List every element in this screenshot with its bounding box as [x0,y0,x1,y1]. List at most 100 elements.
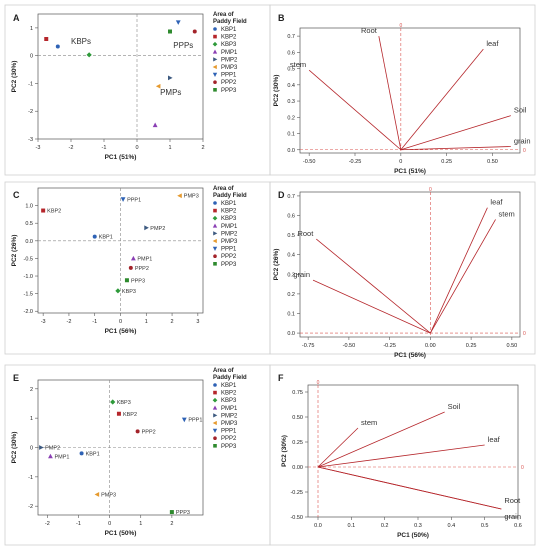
legend-marker [212,405,218,410]
x-tick-label: -2 [69,145,74,151]
x-tick-label: 3 [196,319,199,325]
data-point [92,234,97,239]
vector-label: grain [514,137,531,146]
x-tick-label: 0 [108,521,111,527]
data-point [44,37,49,41]
loading-vector [400,146,511,151]
y-tick-label: 0.5 [287,233,295,239]
group-annotation: KBPs [71,37,91,46]
loading-vector [430,219,496,334]
panel-f: F 0.0 0.1 0.2 0.3 0.4 0.5 0.6 -0.50 -0.25 0.00 0.25… [269,364,536,546]
data-point [41,208,46,213]
y-tick-label: 0.1 [287,311,295,317]
panel-b: B -0.50 -0.25 0 0.25 0.50 0.0 0.1 0.2 0.3 0.4 0.5 0.… [269,4,536,176]
y-tick-label: -2 [28,504,33,510]
legend-entry: PMP2 [221,57,238,63]
legend-entry: PPP3 [221,88,237,94]
point-label: PPP2 [142,429,156,435]
data-point [152,122,158,128]
data-point [175,20,181,25]
legend-entry: PMP1 [221,406,238,412]
legend-entry: PMP3 [221,65,238,71]
point-label: PMP3 [184,194,199,200]
legend-marker [213,444,217,448]
legend-entry: PMP2 [221,231,238,237]
x-axis-label: PC1 (51%) [394,168,426,175]
y-tick-label: 0.1 [287,132,295,138]
y-tick-label: 0.75 [292,390,303,396]
point-label: KBP2 [47,209,61,215]
loading-vector [312,279,431,334]
vector-label: Root [504,496,521,505]
vector-label: leaf [490,198,503,207]
x-tick-label: 1 [139,521,142,527]
x-tick-label: -1 [76,521,81,527]
legend-entry: KBP2 [221,391,237,397]
vector-label: Root [297,229,314,238]
legend-entry: KBP1 [221,383,237,389]
legend-entry: PPP1 [221,247,237,253]
y-tick-label: -0.50 [290,515,303,521]
y-axis-label: PC2 (26%) [11,235,18,267]
x-axis-label: PC1 (50%) [105,530,137,537]
point-label: PPP1 [127,197,141,203]
legend-entry: KBP3 [221,216,237,222]
x-tick-label: 1 [145,319,148,325]
data-point [144,225,149,231]
data-point [128,265,133,270]
x-tick-label: 0.6 [514,523,522,529]
data-point [115,288,121,294]
panel-a: A -3 -2 -1 0 1 2 -3 -2 -1 0 1 PC1 (51%) PC2 (30%) KBPs… [4,4,271,176]
x-tick-label: -0.25 [383,343,396,349]
y-tick-label: 0.7 [287,194,295,200]
legend-entry: PMP2 [221,413,238,419]
legend-marker [213,57,218,62]
legend-entry: KBP1 [221,27,237,33]
legend-entry: PMP1 [221,224,238,230]
vector-label: Soil [514,106,527,115]
data-point [79,451,84,456]
legend-entry: PPP1 [221,429,237,435]
legend-entry: PMP3 [221,239,238,245]
data-point [116,411,121,416]
x-tick-label: 0 [135,145,138,151]
panel-letter: A [13,13,20,23]
data-point [55,44,60,49]
x-tick-label: 0.00 [425,343,436,349]
y-axis-label: PC2 (30%) [11,61,18,93]
point-label: PMP2 [45,446,60,452]
y-tick-label: 0.6 [287,50,295,56]
x-tick-label: -1 [102,145,107,151]
y-axis-label: PC2 (26%) [273,249,280,281]
vector-label: leaf [488,435,501,444]
origin-label-right: 0 [521,465,524,471]
data-point [135,429,140,434]
legend-marker [213,27,217,31]
data-point [48,453,53,459]
x-tick-label: 0.50 [506,343,517,349]
y-tick-label: 0.4 [287,83,295,89]
data-point [94,492,100,497]
point-label: KBP3 [117,400,131,406]
x-tick-label: -2 [66,319,71,325]
point-label: KBP2 [123,412,137,418]
vector-label: stem [499,209,515,218]
vector-label: stem [290,60,306,69]
y-tick-label: 1.0 [25,204,33,210]
legend-entry: PPP1 [221,73,237,79]
legend-marker [213,262,217,266]
legend-marker [212,64,217,70]
data-point [155,83,161,89]
loading-vector [317,466,502,510]
data-point [168,75,173,81]
y-tick-label: 0.2 [287,115,295,121]
loading-vector [400,48,484,151]
y-tick-label: 0 [30,54,33,60]
x-tick-label: -0.75 [302,343,315,349]
x-tick-label: -0.50 [303,159,316,165]
legend-entry: KBP3 [221,398,237,404]
legend-marker [213,383,217,387]
point-label: PPP1 [188,418,202,424]
plot-area [299,191,521,338]
